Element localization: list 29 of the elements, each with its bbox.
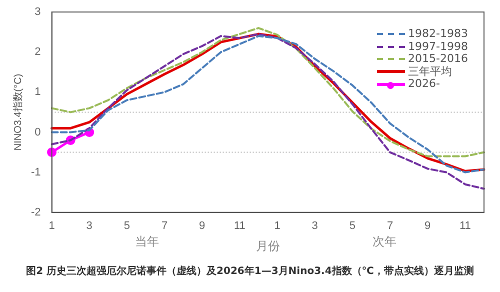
x-tick-label: 5 <box>124 220 130 232</box>
y-tick-label: 3 <box>34 6 41 18</box>
x-tick-label: 7 <box>386 220 394 232</box>
legend-label: 2015-2016 <box>408 52 468 66</box>
x-tick-label: 9 <box>424 220 431 232</box>
x-tick-label: 3 <box>86 220 92 232</box>
y-tick-label: -1 <box>31 166 41 178</box>
x-tick-label: 7 <box>161 220 168 232</box>
x-tick-label: 9 <box>199 220 206 232</box>
x-tick-label: 11 <box>459 220 471 232</box>
x-tick-label: 3 <box>312 220 318 232</box>
point <box>47 148 57 158</box>
x-tick-label: 5 <box>349 220 356 232</box>
y-tick-label: 0 <box>34 126 41 138</box>
x-tick-label: 1 <box>48 220 55 232</box>
legend-label: 1997-1998 <box>408 40 468 53</box>
legend-label: 1982-1983 <box>408 27 468 40</box>
legend-label: 2026- <box>408 77 440 90</box>
y-tick-label: -2 <box>31 206 41 218</box>
text: 当年 <box>134 234 159 249</box>
text: 次年 <box>372 234 397 249</box>
y-tick-label: 1 <box>34 86 41 98</box>
text: 图2 历史三次超强厄尔尼诺事件（虚线）及2026年1—3月Nino3.4指数（℃，带点实线）逐月监测 <box>25 264 475 278</box>
x-axis-title: 月份 <box>256 239 280 254</box>
legend-label: 三年平均 <box>408 64 452 78</box>
y-tick-label: 2 <box>34 46 41 58</box>
y-axis-title: NINO3.4指数(°C) <box>12 74 24 151</box>
x-tick-label: 11 <box>234 220 246 232</box>
x-tick-label: 1 <box>274 220 280 232</box>
